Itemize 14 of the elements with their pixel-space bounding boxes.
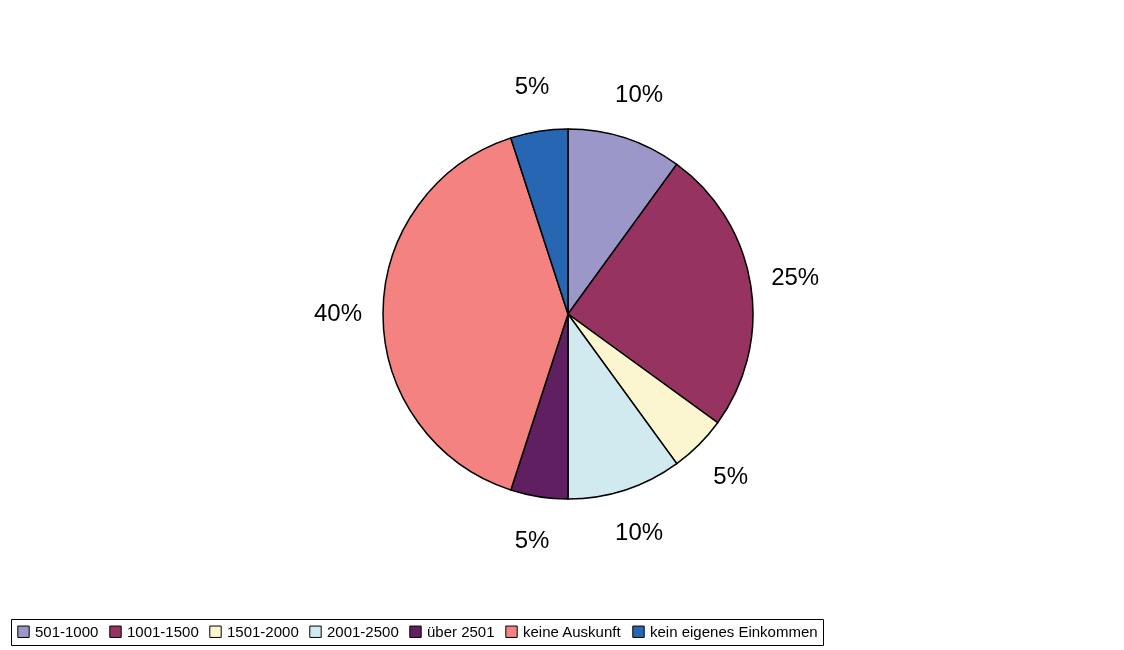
legend-label: keine Auskunft	[523, 622, 622, 640]
legend-label: 501-1000	[35, 622, 99, 640]
data-label: 10%	[615, 80, 664, 108]
data-label: 5%	[514, 71, 550, 99]
data-label: 5%	[514, 526, 550, 554]
legend-label: 2001-2500	[327, 622, 399, 640]
legend-label: über 2501	[427, 622, 495, 640]
data-label: 5%	[713, 461, 748, 489]
legend-label: 1501-2000	[227, 622, 299, 640]
data-label: 10%	[615, 517, 664, 545]
data-label: 25%	[771, 263, 820, 291]
legend-label: 1001-1500	[127, 622, 199, 640]
legend-label: kein eigenes Einkommen	[650, 622, 818, 640]
data-label: 40%	[313, 299, 363, 326]
